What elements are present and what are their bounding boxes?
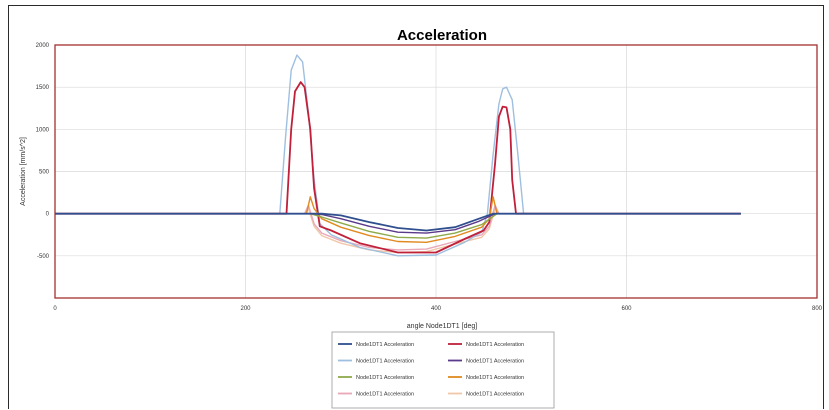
x-axis-ticks: 0 200 400 600 800 (53, 306, 822, 312)
legend-entry-label: Node1DT1 Acceleration (356, 359, 414, 365)
y-tick-label: 0 (46, 212, 50, 218)
series-line-2 (55, 81, 741, 254)
x-tick-label: 0 (53, 306, 57, 312)
legend: Node1DT1 Acceleration Node1DT1 Accelerati… (331, 331, 555, 409)
x-tick-label: 800 (812, 306, 823, 312)
series-line-6 (55, 196, 741, 244)
y-axis-ticks: 2000 1500 1000 500 0 -500 (36, 43, 50, 260)
y-axis-label: Acceleration [mm/s^2] (20, 137, 27, 206)
x-tick-label: 400 (431, 306, 442, 312)
chart-frame: Acceleration 2000 1500 1000 500 0 -500 0 200 40… (8, 5, 824, 409)
legend-entry-label: Node1DT1 Acceleration (466, 359, 524, 365)
legend-entry-label: Node1DT1 Acceleration (466, 392, 524, 398)
legend-entry-label: Node1DT1 Acceleration (466, 375, 524, 381)
x-tick-label: 600 (621, 306, 632, 312)
series-lines (55, 54, 741, 257)
y-tick-label: -500 (37, 254, 50, 260)
acceleration-chart: Acceleration 2000 1500 1000 500 0 -500 0 200 40… (20, 27, 823, 409)
series-line-1 (55, 212, 741, 232)
y-tick-label: 1500 (36, 85, 50, 91)
series-line-8 (55, 207, 741, 254)
legend-entry-label: Node1DT1 Acceleration (466, 342, 524, 348)
series-line-7 (55, 204, 741, 251)
series-line-4 (55, 212, 741, 234)
legend-entry-label: Node1DT1 Acceleration (356, 342, 414, 348)
legend-box (331, 331, 555, 409)
y-tick-label: 2000 (36, 43, 50, 49)
grid (54, 44, 818, 298)
y-tick-label: 1000 (36, 127, 50, 133)
plot-area-border (54, 44, 818, 299)
series-line-3 (55, 54, 741, 257)
legend-entry-label: Node1DT1 Acceleration (356, 375, 414, 381)
y-tick-label: 500 (39, 170, 50, 176)
x-tick-label: 200 (240, 306, 251, 312)
chart-title: Acceleration (397, 27, 487, 44)
series-line-5 (55, 212, 741, 239)
x-axis-label: angle Node1DT1 [deg] (407, 323, 477, 330)
legend-entry-label: Node1DT1 Acceleration (356, 392, 414, 398)
